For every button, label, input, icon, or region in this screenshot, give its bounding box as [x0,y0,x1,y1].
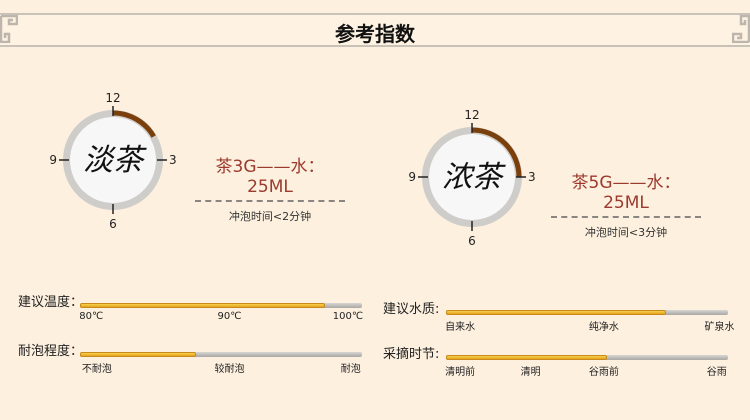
tea-water-ratio: 茶5G——水：25ML [551,168,701,218]
scale-label: 耐泡 [340,364,361,375]
indicator-track [80,303,362,308]
indicator-track [446,355,728,360]
header-banner: 参考指数 [0,13,750,47]
scale-label: 80℃ [79,311,104,322]
fret-ornament-icon [732,15,750,43]
indicator-track [80,352,362,357]
indicator-label: 建议水质: [383,302,440,317]
scale-label: 自来水 [445,322,476,333]
scale-label: 较耐泡 [214,364,245,375]
brew-info: 茶3G——水：25ML 冲泡时间<2分钟 [195,152,345,224]
label-6: 6 [468,234,476,247]
label-12: 12 [105,91,120,105]
scale-label: 纯净水 [588,322,619,333]
tea-water-ratio: 茶3G——水：25ML [195,152,345,202]
scale-label: 90℃ [217,311,242,322]
indicator-label: 建议温度： [18,295,84,310]
fret-ornament-icon [0,15,18,43]
label-6: 6 [109,217,117,230]
scale-label: 不耐泡 [81,364,112,375]
scale-label: 矿泉水 [704,322,735,333]
indicator-track [446,310,728,315]
tea-strength: 淡茶 [83,143,147,178]
page-title: 参考指数 [335,22,415,46]
brew-time: 冲泡时间<3分钟 [584,226,668,239]
brew-info: 茶5G——水：25ML 冲泡时间<3分钟 [551,168,701,240]
scale-label: 100℃ [332,311,364,322]
scale-label: 谷雨 [706,367,727,378]
label-9: 9 [408,170,416,184]
label-9: 9 [49,153,57,167]
scale-label: 清明 [520,367,541,378]
brew-time-arc [471,127,522,178]
indicator-fill [446,355,607,360]
label-12: 12 [464,108,479,122]
brew-time: 冲泡时间<2分钟 [228,210,312,223]
indicator-fill [80,352,196,357]
indicator-label: 采摘时节: [383,347,440,362]
brew-clock: 12 3 6 9 淡茶 [49,91,177,230]
brew-time-arc [112,110,156,138]
indicator-label: 耐泡程度： [18,344,84,359]
scale-label: 清明前 [445,367,476,378]
scale-label: 谷雨前 [588,367,619,378]
label-3: 3 [528,170,536,184]
clock-face [429,134,515,220]
indicator-fill [80,303,326,308]
brew-clock: 12 3 6 9 浓茶 [408,108,536,247]
clock-face [70,117,156,203]
label-3: 3 [169,153,177,167]
tea-strength: 浓茶 [442,160,506,195]
indicator-fill [446,310,666,315]
